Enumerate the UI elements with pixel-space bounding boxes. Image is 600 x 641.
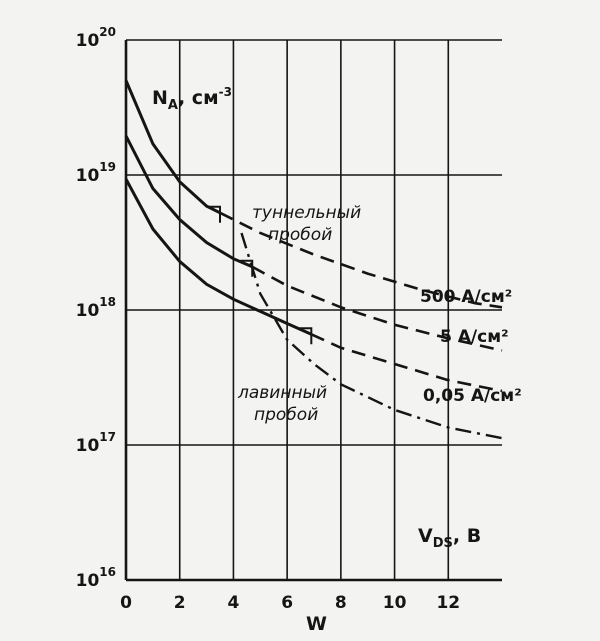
series-line-dashed [251, 265, 503, 352]
y-axis-label: NA, см-3 [152, 85, 232, 113]
annotation-tunnel-2: пробой [268, 225, 332, 245]
series-label-500: 500 A/см² [420, 287, 512, 307]
y-tick-label: 1019 [76, 160, 116, 186]
annotation-avalanche-1: лавинный [237, 383, 327, 403]
y-tick-label: 1018 [76, 295, 116, 321]
break-marker [299, 327, 313, 345]
series-line-dashed [219, 211, 503, 309]
x-tick-label: 8 [335, 593, 347, 613]
grid [126, 39, 502, 581]
tick-labels: 0 2 4 6 8 10 12 1020 1019 1018 1017 1016 [76, 25, 460, 613]
x-tick-label: 12 [436, 593, 460, 613]
x-tick-label: 2 [174, 593, 186, 613]
x-tick-label: 4 [228, 593, 240, 613]
series-line-solid [124, 178, 312, 336]
x-axis-label: W [306, 613, 327, 635]
series-label-005: 0,05 A/см² [423, 386, 522, 406]
x-axis-label-right: VDS, B [418, 525, 481, 551]
series-line-dashdot [240, 232, 503, 440]
y-tick-label: 1017 [76, 430, 116, 456]
axes [124, 40, 502, 582]
y-tick-label: 1016 [76, 565, 116, 591]
series-line-solid [124, 79, 221, 215]
y-tick-label: 1020 [76, 25, 116, 51]
curves [124, 79, 503, 440]
annotation-avalanche-2: пробой [254, 405, 318, 425]
series-line-dashed [310, 333, 503, 393]
break-marker [208, 205, 221, 223]
x-tick-label: 6 [281, 593, 293, 613]
annotation-tunnel-1: туннельный [252, 203, 361, 223]
series-line-solid [124, 135, 253, 269]
x-tick-label: 0 [120, 593, 132, 613]
x-tick-label: 10 [383, 593, 407, 613]
series-label-5: 5 A/см² [440, 327, 509, 347]
